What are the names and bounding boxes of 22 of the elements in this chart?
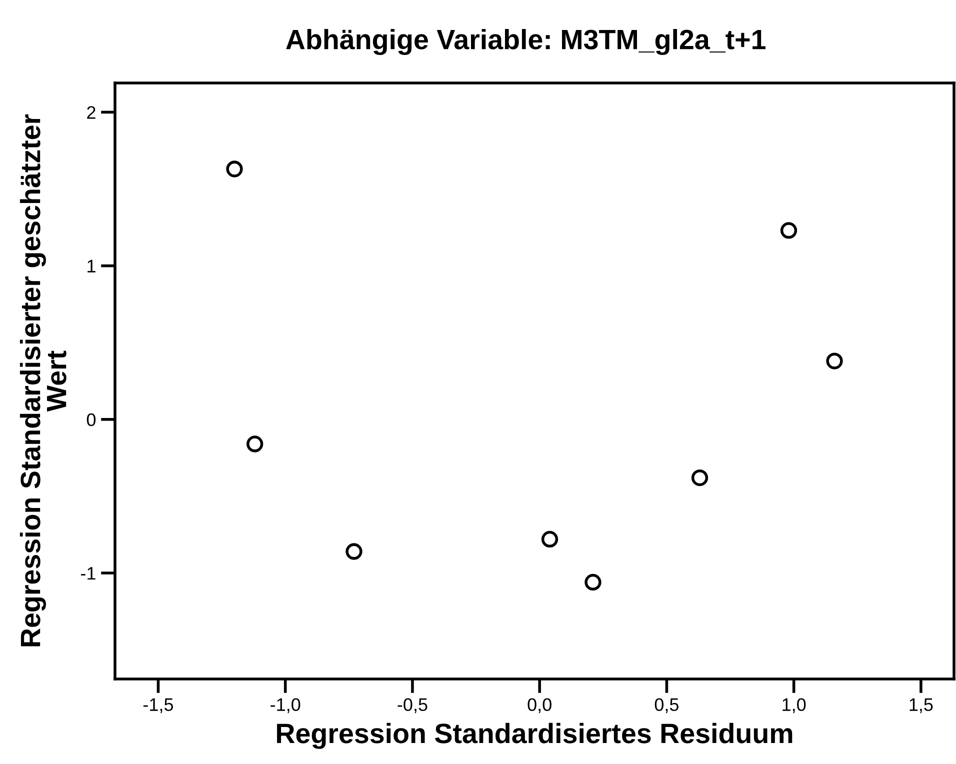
- point: [246, 436, 264, 452]
- point: [346, 543, 362, 560]
- x-tick-label: 1,5: [910, 698, 933, 714]
- y-tick-label: 2: [87, 106, 96, 119]
- x-axis-title: Regression Standardisiertes Residuum: [277, 722, 792, 749]
- x-tick-label: -0,5: [398, 698, 428, 714]
- x-tick-label: -1,0: [270, 698, 300, 714]
- y-tick-label: 1: [88, 260, 96, 272]
- point: [584, 574, 602, 591]
- chart-title: Abhängige Variable: M3TM_gl2a_t+1: [286, 28, 766, 56]
- x-tick-label: 1,0: [782, 698, 806, 714]
- y-tick-label: -1: [81, 567, 96, 580]
- point: [826, 352, 843, 370]
- point: [780, 222, 798, 239]
- x-tick-label: -1,5: [143, 698, 174, 714]
- x-tick-label: 0,0: [528, 698, 552, 714]
- y-tick-label: 0: [86, 413, 96, 426]
- point: [691, 469, 708, 486]
- point: [541, 530, 558, 548]
- x-tick-label: 0,5: [654, 698, 678, 714]
- point: [226, 160, 243, 178]
- y-axis-title: Regression Standardisierter geschätzter Wert: [20, 114, 66, 646]
